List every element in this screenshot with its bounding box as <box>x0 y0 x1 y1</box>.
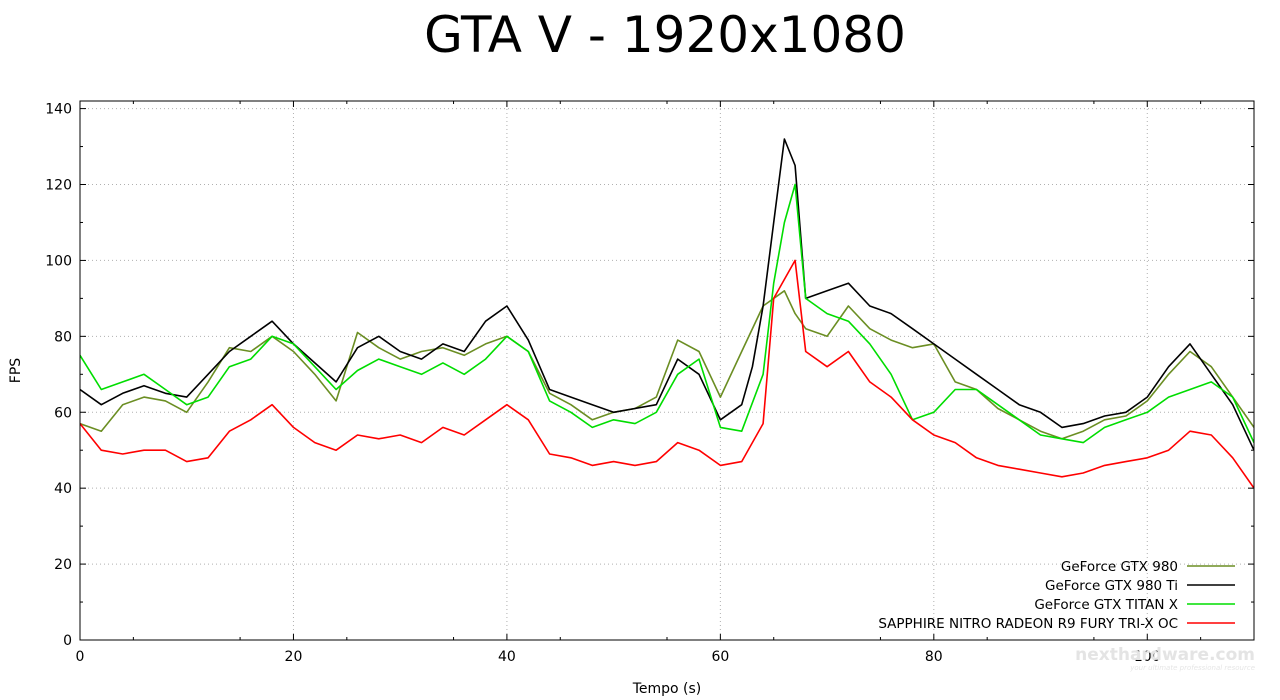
watermark-brand: nexthardware.com <box>1075 645 1255 665</box>
series-group <box>80 138 1254 489</box>
legend-label: GeForce GTX 980 <box>1061 559 1178 575</box>
legend-label: GeForce GTX 980 Ti <box>1045 578 1178 594</box>
x-tick-label: 0 <box>76 649 85 665</box>
y-tick-label: 120 <box>45 178 72 194</box>
y-tick-label: 0 <box>63 633 72 649</box>
watermark-tagline: your ultimate professional resource <box>1129 664 1255 672</box>
y-tick-label: 20 <box>54 557 72 573</box>
x-tick-label: 60 <box>711 649 729 665</box>
x-tick-label: 100 <box>1134 649 1161 665</box>
chart-title: GTA V - 1920x1080 <box>424 6 906 64</box>
y-tick-label: 60 <box>54 405 72 421</box>
legend-label: SAPPHIRE NITRO RADEON R9 FURY TRI-X OC <box>878 616 1178 632</box>
legend-label: GeForce GTX TITAN X <box>1034 597 1178 613</box>
series-line-geforce-gtx-titan-x <box>80 183 1254 444</box>
y-tick-label: 100 <box>45 253 72 269</box>
series-line-sapphire-nitro-radeon-r9-fury-tri-x-oc <box>80 259 1254 489</box>
series-line-geforce-gtx-980-ti <box>80 138 1254 451</box>
ticks: 0 20 40 60 80 100 120 140 0 20 40 60 80 100 <box>45 101 1254 665</box>
x-tick-label: 80 <box>925 649 943 665</box>
x-tick-label: 20 <box>285 649 303 665</box>
y-tick-label: 140 <box>45 102 72 118</box>
x-tick-label: 40 <box>498 649 516 665</box>
x-axis-label: Tempo (s) <box>632 681 702 697</box>
y-axis-label: FPS <box>8 358 24 383</box>
series-line-geforce-gtx-980 <box>80 289 1254 440</box>
y-tick-label: 80 <box>54 329 72 345</box>
watermark: nexthardware.com your ultimate professio… <box>1075 645 1255 672</box>
y-tick-label: 40 <box>54 481 72 497</box>
legend: GeForce GTX 980 GeForce GTX 980 Ti GeForce… <box>878 559 1235 632</box>
